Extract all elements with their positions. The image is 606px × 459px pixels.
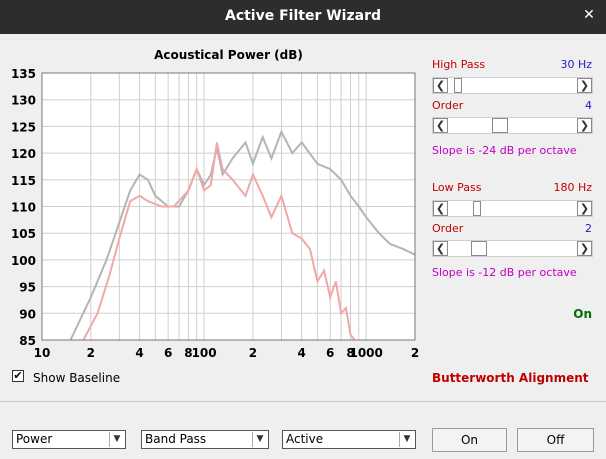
- y-tick-label: 95: [19, 281, 36, 295]
- low-pass-order-value: 2: [585, 222, 592, 235]
- y-tick-label: 100: [11, 254, 36, 268]
- high-pass-order-value: 4: [585, 99, 592, 112]
- plot-frame: [41, 72, 416, 341]
- y-tick-label: 105: [11, 227, 36, 241]
- chevron-down-icon[interactable]: ▼: [109, 432, 124, 447]
- title-bar: Active Filter Wizard ✕: [0, 0, 606, 34]
- slider-left-icon[interactable]: ❮: [433, 118, 448, 133]
- high-pass-order-slider[interactable]: ❮ ❯: [432, 117, 593, 134]
- power-select-value: Power: [16, 432, 53, 446]
- slider-right-icon[interactable]: ❯: [577, 118, 592, 133]
- mode-select-value: Active: [286, 432, 324, 446]
- chevron-down-icon[interactable]: ▼: [252, 432, 267, 447]
- slider-thumb[interactable]: [454, 78, 463, 93]
- y-tick-label: 90: [19, 307, 36, 321]
- y-tick-label: 110: [11, 201, 36, 215]
- x-tick-label: 4: [135, 346, 143, 360]
- chart-title: Acoustical Power (dB): [154, 48, 303, 62]
- high-pass-label: High Pass: [432, 58, 486, 71]
- filter-state-label: On: [573, 307, 592, 321]
- x-tick-label: 100: [192, 346, 217, 360]
- low-pass-frequency-slider[interactable]: ❮ ❯: [432, 200, 593, 217]
- slider-left-icon[interactable]: ❮: [433, 241, 448, 256]
- show-baseline-label[interactable]: Show Baseline: [33, 371, 121, 385]
- mode-select[interactable]: Active ▼: [282, 430, 416, 449]
- x-tick-label: 8: [184, 346, 192, 360]
- y-tick-label: 85: [19, 334, 36, 348]
- slider-right-icon[interactable]: ❯: [577, 78, 592, 93]
- y-tick-label: 115: [11, 174, 36, 188]
- series-line-1: [82, 142, 356, 341]
- acoustical-power-chart: Acoustical Power (dB) 135 130 125 120 115 110 1…: [11, 48, 419, 360]
- y-tick-label: 135: [11, 67, 36, 81]
- chevron-down-icon[interactable]: ▼: [399, 432, 414, 447]
- alignment-label: Butterworth Alignment: [432, 371, 589, 385]
- close-icon[interactable]: ✕: [583, 7, 595, 23]
- x-tick-label: 6: [164, 346, 172, 360]
- high-pass-order-label: Order: [432, 99, 464, 112]
- x-tick-label: 2: [87, 346, 95, 360]
- slider-right-icon[interactable]: ❯: [577, 201, 592, 216]
- checkmark-icon: ✔: [13, 369, 23, 382]
- low-pass-value: 180 Hz: [553, 181, 592, 194]
- x-tick-label: 6: [326, 346, 334, 360]
- power-select[interactable]: Power ▼: [12, 430, 126, 449]
- slider-thumb[interactable]: [472, 201, 481, 216]
- x-tick-label: 8: [346, 346, 354, 360]
- y-tick-label: 125: [11, 120, 36, 134]
- y-tick-label: 130: [11, 94, 36, 108]
- low-pass-slope-text: Slope is -12 dB per octave: [432, 266, 577, 279]
- x-tick-label: 2: [249, 346, 257, 360]
- high-pass-frequency-slider[interactable]: ❮ ❯: [432, 77, 593, 94]
- slider-thumb[interactable]: [491, 118, 508, 133]
- slider-right-icon[interactable]: ❯: [577, 241, 592, 256]
- separator: [0, 401, 606, 402]
- low-pass-order-label: Order: [432, 222, 464, 235]
- high-pass-slope-text: Slope is -24 dB per octave: [432, 144, 577, 157]
- low-pass-order-slider[interactable]: ❮ ❯: [432, 240, 593, 257]
- on-button[interactable]: On: [432, 428, 507, 452]
- window-title: Active Filter Wizard: [224, 8, 381, 24]
- band-select[interactable]: Band Pass ▼: [141, 430, 269, 449]
- off-button[interactable]: Off: [517, 428, 594, 452]
- slider-left-icon[interactable]: ❮: [433, 201, 448, 216]
- slider-left-icon[interactable]: ❮: [433, 78, 448, 93]
- series-line-0: [69, 129, 416, 341]
- x-tick-label: 4: [298, 346, 306, 360]
- x-tick-label: 1000: [349, 346, 382, 360]
- x-tick-label: 2: [411, 346, 419, 360]
- slider-thumb[interactable]: [471, 241, 487, 256]
- x-tick-label: 10: [34, 346, 51, 360]
- show-baseline-checkbox[interactable]: ✔: [12, 370, 24, 382]
- high-pass-value: 30 Hz: [560, 58, 592, 71]
- y-tick-label: 120: [11, 147, 36, 161]
- band-select-value: Band Pass: [145, 432, 207, 446]
- low-pass-label: Low Pass: [432, 181, 482, 194]
